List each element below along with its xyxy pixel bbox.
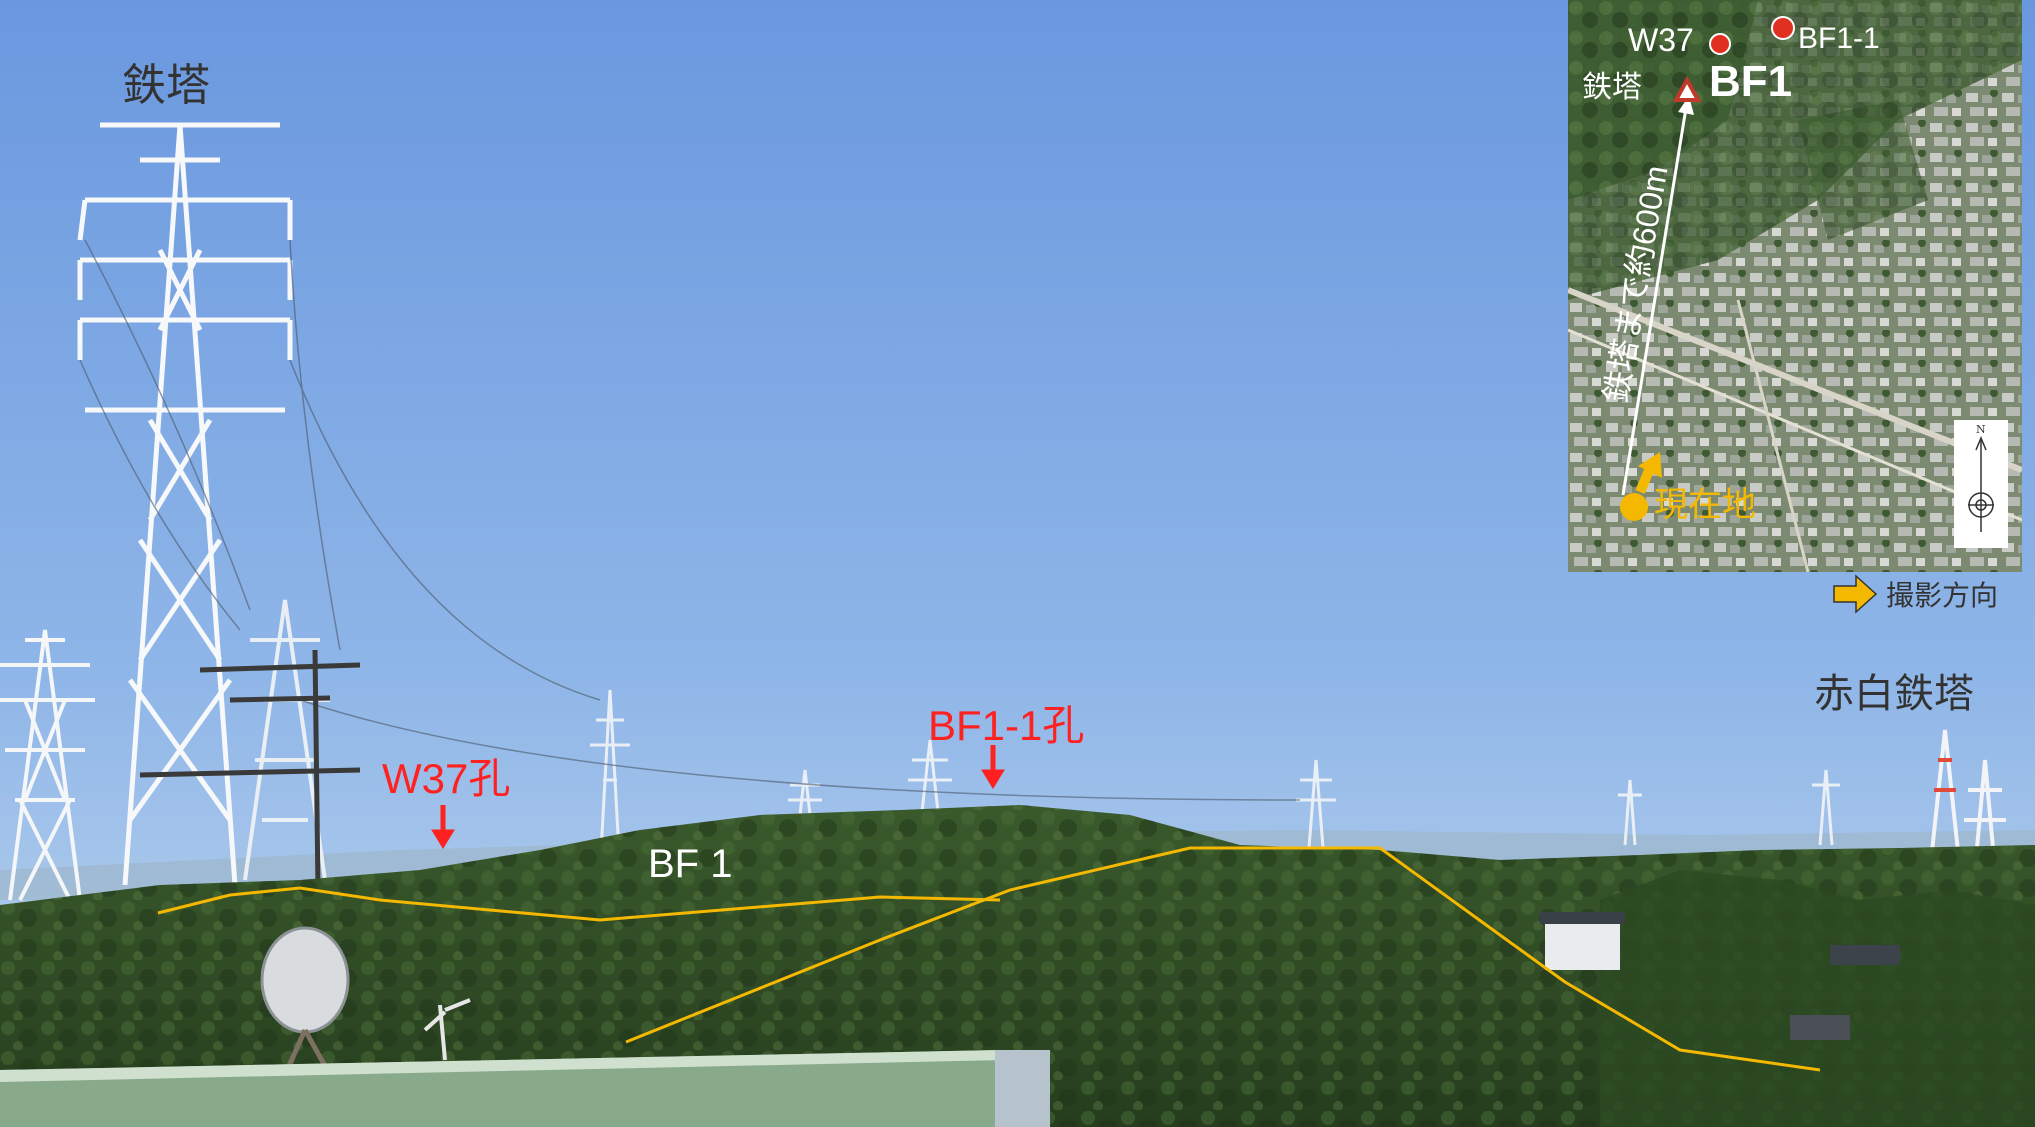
bf1-1-point-marker (1771, 16, 1795, 40)
north-label: N (1976, 423, 1986, 436)
inset-map: W37 BF1-1 BF1 鉄塔 鉄塔まで約600m 現在地 N (1568, 0, 2022, 572)
current-location-marker (1620, 493, 1648, 521)
current-location-label: 現在地 (1654, 486, 1756, 524)
borehole-arrows (431, 745, 1005, 849)
photo-direction-arrow-icon (1833, 574, 1878, 614)
map-bf1-1-label: BF1-1 (1798, 22, 1880, 55)
fault-trace-upper (157, 886, 1001, 922)
w37-borehole-label: W37孔 (382, 755, 511, 802)
legend: 撮影方向 (1832, 574, 1998, 614)
bf1-1-borehole-label: BF1-1孔 (928, 702, 1085, 749)
photo-direction-label: 撮影方向 (1886, 580, 1999, 611)
red-white-tower-label: 赤白鉄塔 (1814, 672, 1974, 716)
fault-label: BF 1 (648, 842, 733, 886)
w37-point-marker (1709, 33, 1731, 55)
bf1-1-arrow-icon (981, 745, 1005, 789)
map-fault-label: BF1 (1709, 57, 1793, 106)
map-w37-label: W37 (1628, 22, 1694, 58)
tower-triangle-icon (1672, 75, 1702, 102)
fault-trace-lower (625, 846, 1821, 1072)
fault-trace-lines (157, 846, 1821, 1072)
w37-arrow-icon (431, 805, 455, 849)
aerial-map-image (1568, 0, 2022, 572)
tower-label: 鉄塔 (122, 61, 210, 110)
map-tower-label: 鉄塔 (1582, 71, 1642, 104)
